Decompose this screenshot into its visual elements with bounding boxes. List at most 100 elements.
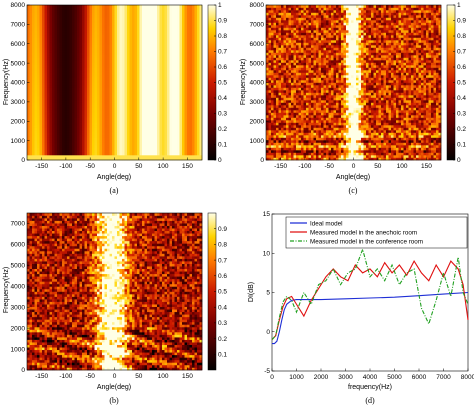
heatmap-cell [192, 52, 195, 56]
heatmap-cell [82, 62, 85, 66]
heatmap-cell [189, 117, 193, 121]
heatmap-cell [142, 45, 145, 48]
heatmap-cell [77, 90, 80, 93]
heatmap-cell [57, 137, 60, 141]
heatmap-cell [142, 42, 145, 46]
heatmap-cell [87, 25, 90, 28]
heatmap-cell [162, 157, 165, 161]
heatmap-cell [137, 72, 140, 76]
heatmap-cell [82, 110, 85, 113]
heatmap-cell [124, 122, 128, 126]
heatmap-cell [177, 155, 180, 158]
heatmap-cell [107, 52, 110, 56]
heatmap-cell [152, 97, 155, 101]
heatmap-cell [266, 27, 269, 31]
heatmap-cell [79, 57, 83, 61]
heatmap-cell [266, 105, 269, 108]
heatmap-cell [184, 97, 188, 101]
heatmap-cell [134, 105, 138, 108]
heatmap-cell [177, 102, 180, 106]
heatmap-cell [167, 127, 170, 131]
heatmap-cell [87, 115, 90, 118]
heatmap-cell [69, 52, 73, 56]
heatmap-cell [84, 17, 88, 21]
heatmap-cell [112, 92, 115, 96]
heatmap-cell [69, 7, 73, 11]
heatmap-cell [169, 102, 173, 106]
heatmap-cell [194, 97, 198, 101]
heatmap-cell [72, 42, 75, 46]
heatmap-cell [144, 102, 148, 106]
heatmap-cell [77, 97, 80, 101]
heatmap-cell [37, 27, 40, 31]
heatmap-cell [102, 90, 105, 93]
heatmap-cell [72, 22, 75, 26]
heatmap-cell [182, 90, 185, 93]
heatmap-cell [102, 112, 105, 116]
heatmap-cell [69, 95, 73, 98]
heatmap-cell [152, 127, 155, 131]
heatmap-cell [102, 92, 105, 96]
heatmap-cell [149, 125, 153, 128]
heatmap-cell [29, 25, 33, 28]
heatmap-cell [189, 107, 193, 111]
heatmap-cell [134, 35, 138, 38]
heatmap-cell [104, 10, 108, 13]
heatmap-cell [82, 95, 85, 98]
heatmap-cell [54, 140, 58, 143]
heatmap-cell [49, 87, 53, 91]
heatmap-cell [147, 70, 150, 73]
heatmap-cell [283, 15, 287, 18]
heatmap-cell [187, 87, 190, 91]
heatmap-cell [159, 30, 163, 33]
heatmap-cell [112, 30, 115, 33]
heatmap-cell [62, 115, 65, 118]
heatmap-cell [288, 132, 292, 136]
heatmap-cell [197, 35, 200, 38]
heatmap-cell [39, 40, 43, 43]
heatmap-cell [87, 122, 90, 126]
heatmap-cell [112, 125, 115, 128]
heatmap-cell [271, 132, 274, 136]
heatmap-cell [184, 90, 188, 93]
heatmap-cell [44, 145, 48, 148]
heatmap-cell [89, 157, 93, 161]
heatmap-cell [107, 147, 110, 151]
heatmap-cell [179, 25, 183, 28]
heatmap-cell [79, 10, 83, 13]
heatmap-cell [159, 125, 163, 128]
heatmap-cell [149, 37, 153, 41]
heatmap-cell [74, 55, 78, 58]
heatmap-cell [37, 17, 40, 21]
heatmap-cell [94, 100, 98, 103]
heatmap-cell [37, 112, 40, 116]
heatmap-cell [162, 70, 165, 73]
heatmap-cell [97, 70, 100, 73]
heatmap-cell [124, 97, 128, 101]
heatmap-cell [64, 80, 68, 83]
heatmap-cell [97, 37, 100, 41]
heatmap-cell [119, 82, 123, 86]
heatmap-cell [152, 152, 155, 156]
heatmap-cell [159, 77, 163, 81]
heatmap-cell [67, 35, 70, 38]
heatmap-cell [44, 42, 48, 46]
heatmap-cell [102, 105, 105, 108]
heatmap-cell [119, 50, 123, 53]
heatmap-cell [62, 135, 65, 138]
heatmap-cell [187, 62, 190, 66]
heatmap-cell [104, 22, 108, 26]
heatmap-cell [197, 137, 200, 141]
heatmap-cell [164, 32, 168, 36]
heatmap-a [27, 5, 203, 161]
heatmap-cell [162, 127, 165, 131]
heatmap-cell [52, 75, 55, 78]
heatmap-cell [29, 55, 33, 58]
heatmap-cell [44, 37, 48, 41]
heatmap-cell [132, 107, 135, 111]
heatmap-cell [134, 85, 138, 88]
heatmap-cell [84, 15, 88, 18]
heatmap-cell [99, 72, 103, 76]
heatmap-cell [57, 140, 60, 143]
heatmap-cell [107, 95, 110, 98]
